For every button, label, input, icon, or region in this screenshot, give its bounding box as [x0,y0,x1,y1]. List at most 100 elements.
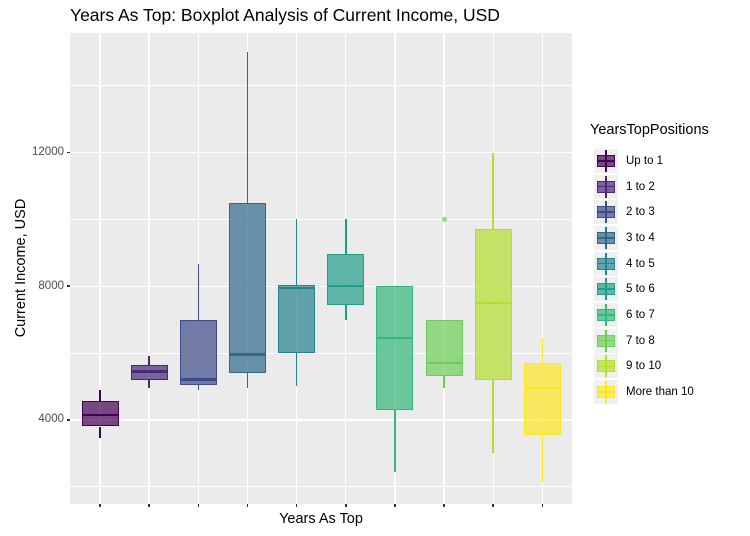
legend-key-boxplot-icon [594,174,618,199]
gridline-minor [70,352,572,354]
boxplot-upper-whisker [541,337,544,364]
boxplot-lower-whisker [492,379,494,454]
y-tick-mark [67,285,70,287]
legend-key-boxplot-icon [594,148,618,173]
boxplot-median [228,353,266,356]
legend-item-label: 3 to 4 [626,231,655,244]
legend-item-label: 7 to 8 [626,334,655,347]
legend-key-boxplot-icon [594,328,618,353]
y-tick-label: 12000 [32,146,64,159]
legend-item: Up to 1 [590,148,748,174]
boxplot-box [179,319,217,385]
legend-key-boxplot-icon [594,225,618,250]
boxplot-lower-whisker [148,379,150,389]
legend-key-median-line [597,237,615,239]
boxplot-median [327,284,365,288]
x-tick-mark [394,504,396,507]
legend: YearsTopPositions Up to 1 1 to 2 2 to 3 3 t… [590,122,748,405]
boxplot-median [278,286,316,290]
boxplot-lower-whisker [443,376,445,389]
boxplot-lower-whisker [394,409,396,472]
x-tick-mark [345,504,347,507]
gridline-vertical [541,33,544,504]
legend-item-label: 4 to 5 [626,257,655,270]
legend-item: 6 to 7 [590,302,748,328]
legend-key-boxplot-icon [594,302,618,327]
legend-item: 1 to 2 [590,174,748,200]
legend-key-median-line [597,262,615,265]
boxplot-median [81,413,119,417]
boxplot-lower-whisker [295,353,298,387]
legend-item: 5 to 6 [590,276,748,302]
legend-key-boxplot-icon [594,277,618,302]
boxplot-median [179,378,217,381]
legend-item-label: 5 to 6 [626,283,655,296]
boxplot-upper-whisker [148,356,150,365]
legend-item-label: More than 10 [626,386,694,399]
x-tick-mark [148,504,150,507]
boxplot-upper-whisker [197,264,200,320]
x-tick-mark [295,504,298,507]
plot-title: Years As Top: Boxplot Analysis of Curren… [70,5,500,25]
gridline-minor [70,486,572,487]
legend-key-boxplot-icon [594,380,618,405]
boxplot-box [228,202,266,374]
gridline-minor [70,219,572,220]
y-axis-title: Current Income, USD [13,198,29,338]
legend-item-label: 1 to 2 [626,180,655,193]
legend-key-boxplot-icon [594,200,618,225]
boxplot-median [425,361,463,365]
boxplot-upper-whisker [246,52,249,203]
gridline-major [70,285,572,287]
legend-item: 2 to 3 [590,199,748,225]
boxplot-box [523,363,561,435]
legend-key-median-line [597,314,615,316]
boxplot-lower-whisker [99,426,101,439]
boxplot-box [376,286,414,410]
boxplot-box [327,254,365,305]
gridline-vertical [99,33,101,504]
y-tick-label: 8000 [38,279,64,292]
boxplot-upper-whisker [99,389,101,402]
legend-item-label: 6 to 7 [626,308,655,321]
legend-key-median-line [597,339,615,342]
boxplot-lower-whisker [197,384,200,390]
boxplot-upper-whisker [295,219,298,285]
legend-key-boxplot-icon [594,251,618,276]
plot-panel [70,33,572,504]
legend-item: 3 to 4 [590,225,748,251]
legend-item-label: Up to 1 [626,154,664,167]
boxplot-upper-whisker [492,152,494,230]
legend-item-list: Up to 1 1 to 2 2 to 3 3 to 4 4 to 5 5 to 6 6 t… [590,148,748,405]
gridline-minor [70,85,572,87]
x-axis-title: Years As Top [279,511,363,527]
boxplot-box [278,284,316,353]
legend-title: YearsTopPositions [590,122,709,138]
boxplot-box [474,229,512,380]
legend-key-median-line [597,185,615,188]
legend-key-median-line [597,288,615,290]
boxplot-lower-whisker [541,434,544,482]
legend-item-label: 2 to 3 [626,206,655,219]
x-tick-mark [99,504,101,507]
x-tick-mark [541,504,544,507]
legend-key-boxplot-icon [594,354,618,379]
legend-item: 9 to 10 [590,354,748,380]
gridline-vertical [394,33,396,504]
legend-item-label: 9 to 10 [626,360,662,373]
gridline-major [70,151,572,154]
legend-key-median-line [597,160,615,162]
legend-item: 4 to 5 [590,251,748,277]
boxplot-median [523,386,561,390]
boxplot-lower-whisker [345,304,347,320]
y-tick-mark [67,419,70,421]
y-tick-mark [67,151,70,154]
x-tick-mark [197,504,200,507]
boxplot-lower-whisker [246,373,249,389]
x-tick-mark [492,504,494,507]
boxplot-median [376,336,414,340]
legend-key-median-line [597,391,615,393]
legend-key-median-line [597,365,615,368]
x-tick-mark [246,504,249,507]
